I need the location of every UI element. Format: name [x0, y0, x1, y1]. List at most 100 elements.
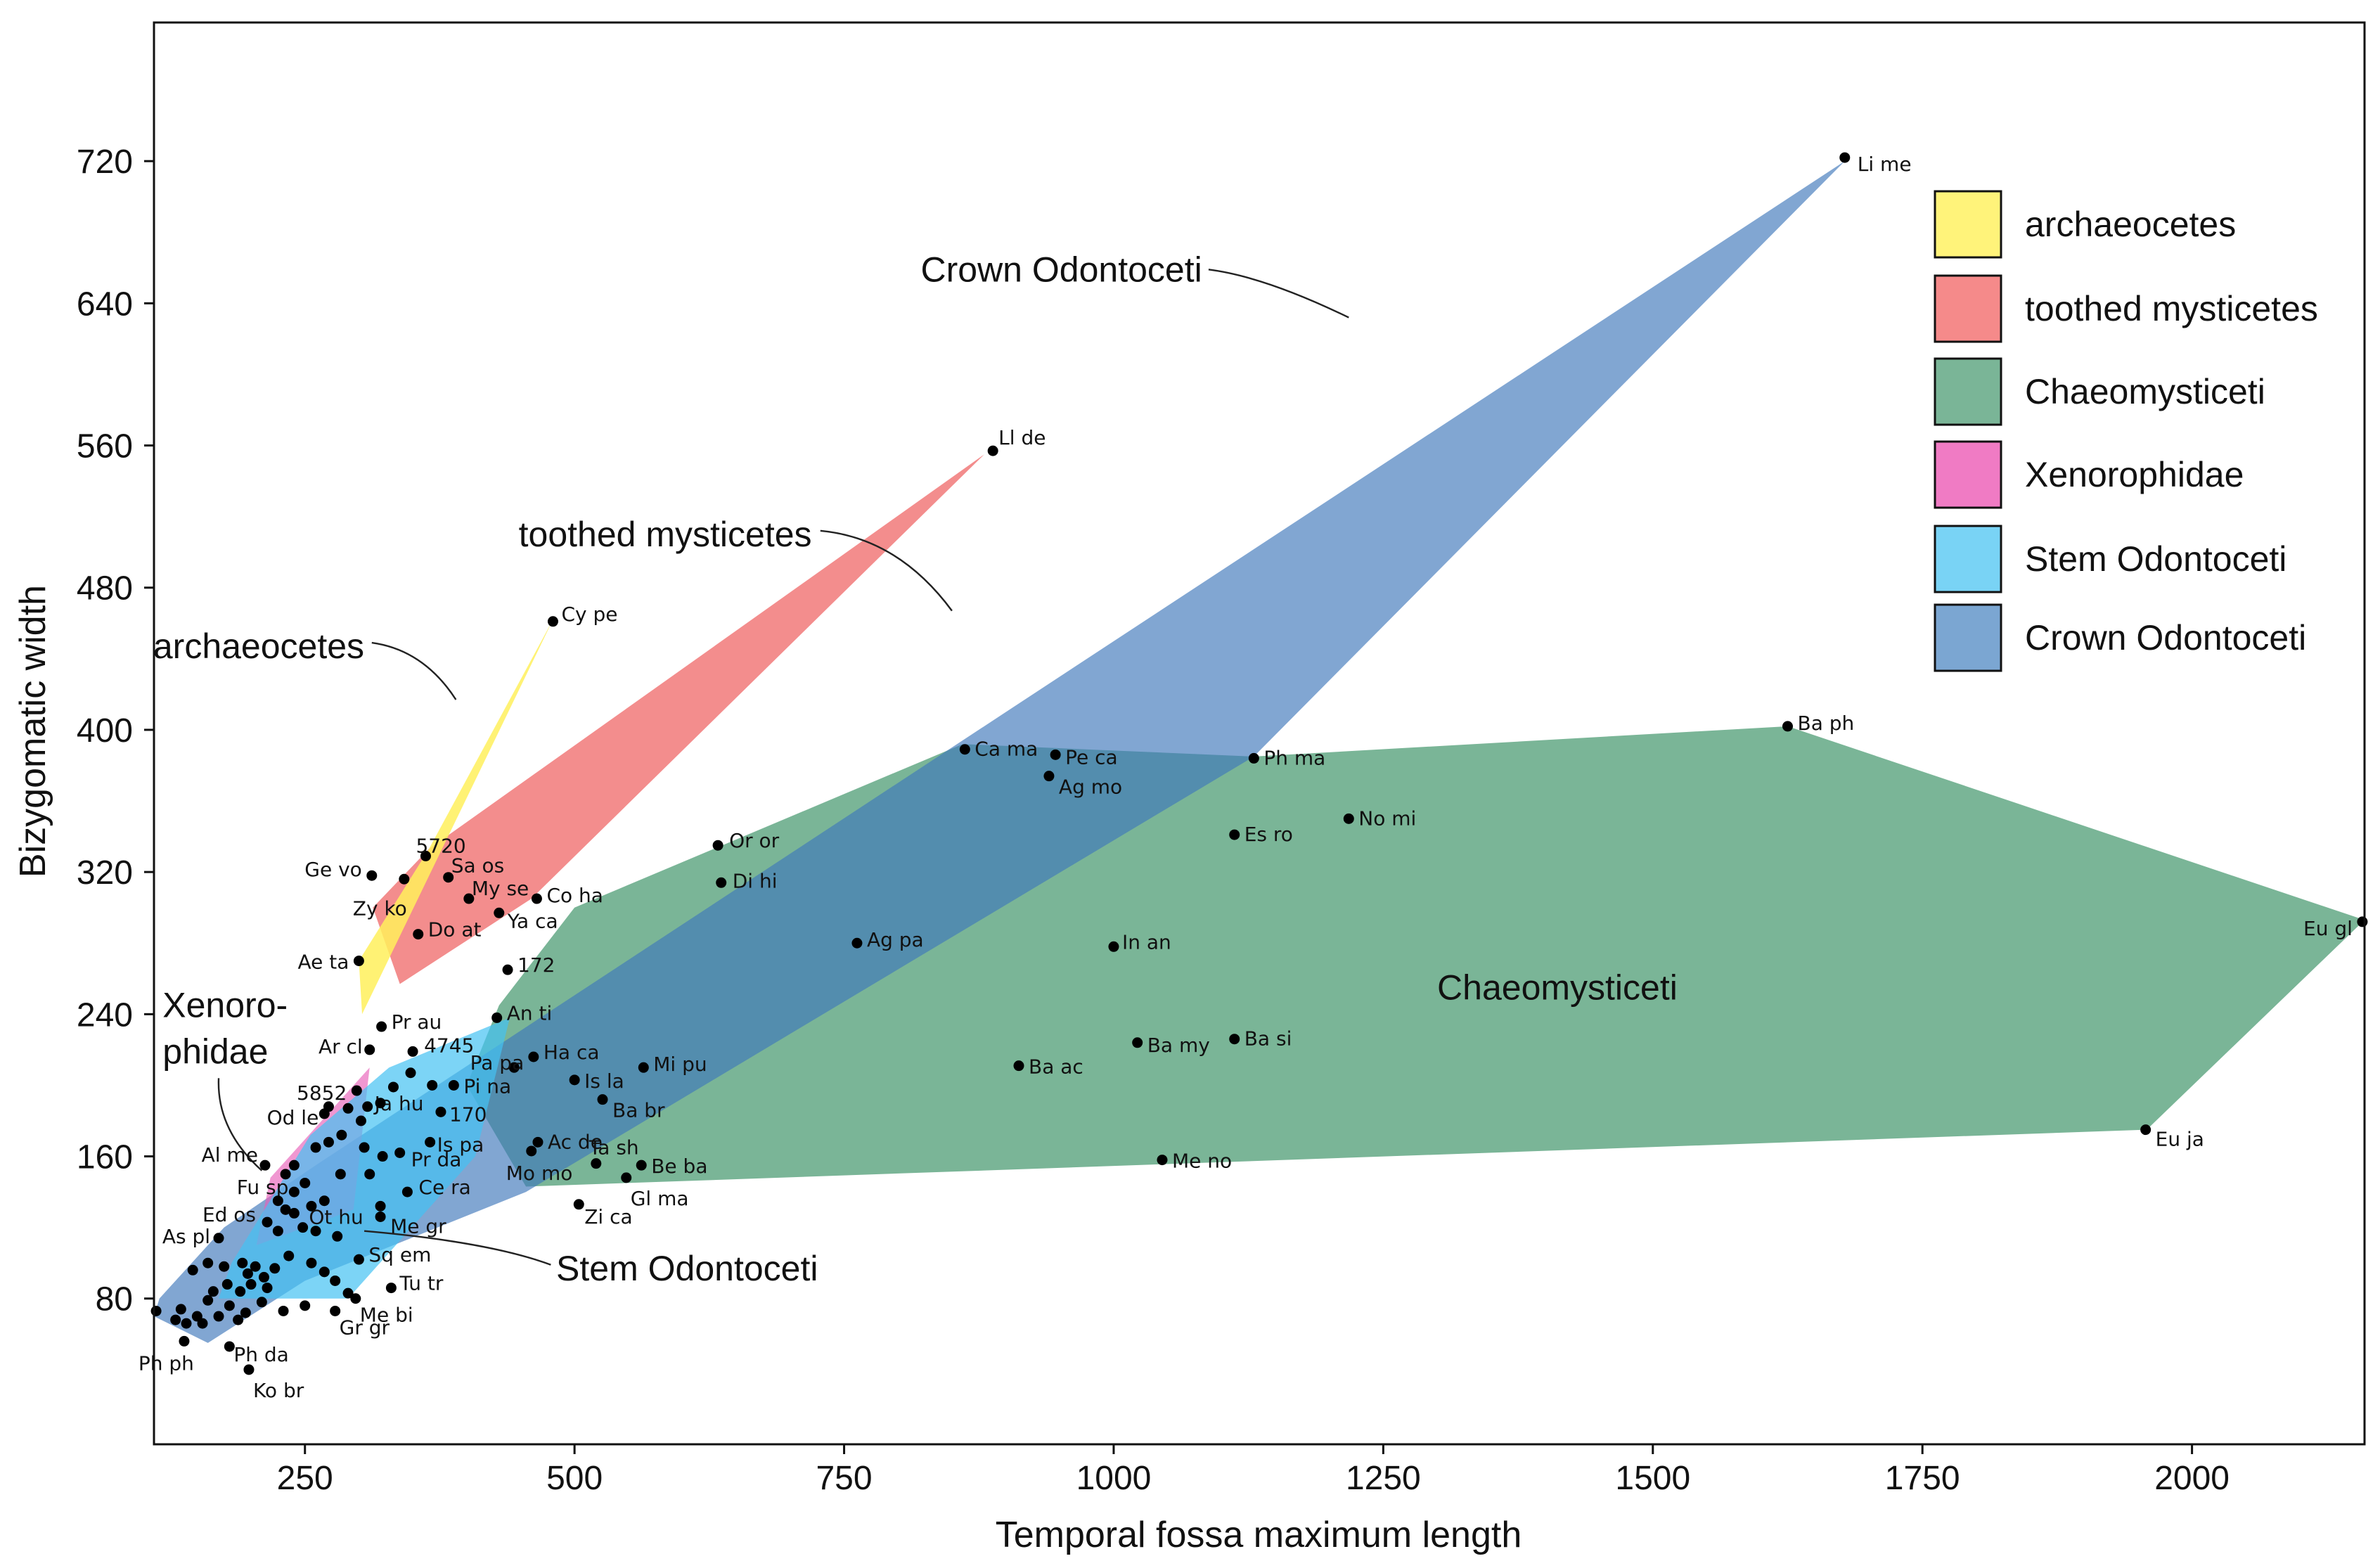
point-label: Li me [1858, 153, 1912, 176]
group-annotation: Xenoro- [162, 986, 288, 1025]
data-point [1248, 752, 1259, 764]
data-point [288, 1159, 300, 1171]
group-annotation: phidae [162, 1032, 268, 1071]
data-point [435, 1106, 446, 1117]
data-point [288, 1207, 300, 1219]
point-label: Ac de [548, 1130, 603, 1153]
data-point [407, 1046, 418, 1057]
point-label: Sq em [368, 1243, 431, 1266]
data-point [532, 1136, 543, 1148]
data-point [573, 1199, 584, 1210]
data-point [359, 1142, 370, 1153]
data-point [319, 1195, 330, 1207]
data-point [269, 1263, 281, 1274]
data-point [1157, 1155, 1168, 1166]
point-label: Ae ta [297, 951, 349, 974]
y-axis-ticks: 80 160 240 320 400 480 560 640 720 [77, 143, 154, 1318]
data-point [569, 1074, 580, 1086]
data-point [278, 1305, 289, 1316]
point-label: Eu gl [2303, 917, 2353, 940]
point-label: Is pa [437, 1133, 484, 1156]
data-point [448, 1079, 459, 1091]
data-point [221, 1279, 233, 1290]
point-label: 172 [517, 953, 555, 977]
group-annotation: Chaeomysticeti [1437, 968, 1678, 1007]
legend-label: Xenorophidae [2025, 455, 2244, 494]
data-point [463, 893, 475, 904]
data-point [258, 1271, 269, 1283]
data-point [491, 1012, 503, 1023]
data-point [280, 1169, 291, 1180]
point-label: Ag pa [867, 928, 924, 951]
data-point [425, 1136, 436, 1148]
point-label: Ce ra [418, 1176, 470, 1199]
point-label: Pe ca [1065, 745, 1118, 769]
point-label: Ha ca [543, 1041, 600, 1064]
data-point [170, 1314, 181, 1325]
leader-line [217, 1078, 263, 1171]
data-point [310, 1142, 321, 1153]
data-point [547, 616, 558, 627]
point-label: Gl ma [631, 1187, 689, 1210]
data-point [306, 1200, 317, 1212]
point-label: An ti [507, 1001, 553, 1024]
point-label: Ba si [1244, 1027, 1292, 1051]
point-label: No mi [1358, 807, 1416, 830]
point-label: 5852 [297, 1081, 347, 1105]
point-label: Ll de [998, 426, 1046, 449]
point-label: Be ba [651, 1155, 707, 1178]
data-point [297, 1222, 309, 1233]
point-label: Gr gr [340, 1316, 390, 1339]
data-point [621, 1172, 632, 1183]
data-point [591, 1158, 602, 1169]
data-point [342, 1103, 354, 1114]
legend: archaeocetes toothed mysticetes Chaeomysti… [1934, 190, 2318, 672]
point-label: Ed os [202, 1203, 256, 1226]
data-point [375, 1211, 386, 1222]
data-point [405, 1067, 416, 1079]
point-label: Ba ac [1029, 1055, 1083, 1079]
data-point [353, 1254, 364, 1265]
group-annotations: Crown Odontoceti toothed mysticetes archae… [153, 250, 1678, 1287]
data-point [385, 1283, 397, 1294]
data-point [1229, 1034, 1240, 1045]
data-point [364, 1044, 375, 1055]
data-point [262, 1283, 273, 1294]
point-label: Es ro [1244, 823, 1293, 846]
data-point [323, 1101, 334, 1112]
x-tick-label: 1000 [1076, 1460, 1152, 1497]
data-point [420, 850, 431, 861]
point-label: Ag mo [1059, 776, 1122, 799]
data-point [181, 1318, 192, 1329]
data-point [528, 1051, 539, 1062]
leader-line [1208, 269, 1349, 319]
data-point [377, 1151, 388, 1162]
data-point [175, 1304, 186, 1315]
point-label: Pr au [392, 1010, 442, 1034]
y-tick-label: 400 [77, 712, 133, 750]
data-point [300, 1177, 311, 1188]
data-point [375, 1200, 386, 1212]
data-point [332, 1231, 343, 1242]
legend-label: Stem Odontoceti [2025, 539, 2286, 579]
data-point [387, 1081, 399, 1093]
hull-toothed-mysticetes [373, 454, 984, 984]
point-label: Ba ph [1797, 712, 1854, 735]
leader-line [364, 1230, 551, 1266]
point-label: Me no [1172, 1150, 1232, 1173]
data-point [179, 1335, 190, 1347]
data-point [399, 873, 410, 885]
x-axis-title: Temporal fossa maximum length [996, 1515, 1522, 1555]
data-point [597, 1094, 608, 1105]
point-label: Di hi [733, 869, 778, 892]
data-point [494, 907, 505, 918]
data-point [323, 1136, 334, 1148]
data-points: Li me Ll de Cy pe Ba ph Ph ma Ca ma Pe ca Ag mo… [139, 152, 2368, 1402]
legend-label: archaeocetes [2025, 205, 2236, 244]
y-tick-label: 560 [77, 428, 133, 465]
point-label: Ca ma [974, 738, 1038, 761]
point-label: Ta sh [588, 1136, 639, 1159]
data-point [716, 877, 727, 888]
data-point [202, 1257, 214, 1268]
y-tick-label: 640 [77, 285, 133, 323]
